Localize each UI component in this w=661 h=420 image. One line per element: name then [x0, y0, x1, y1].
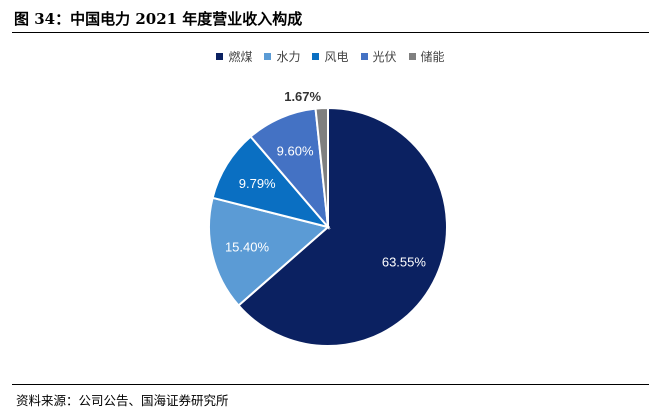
pie-slice-label: 9.79%	[239, 176, 276, 191]
pie-slice-label: 1.67%	[284, 89, 321, 104]
legend-label: 风电	[324, 50, 349, 64]
legend-swatch	[264, 53, 272, 60]
legend-item: 光伏	[360, 48, 397, 65]
legend-label: 水力	[276, 50, 301, 64]
pie-slice-5	[314, 106, 329, 228]
title-rule	[12, 32, 649, 33]
legend-swatch	[312, 53, 320, 60]
legend-swatch	[216, 53, 224, 60]
legend-label: 燃煤	[228, 50, 253, 64]
legend-item: 燃煤	[216, 48, 252, 65]
legend-label: 光伏	[372, 50, 397, 64]
legend-swatch	[360, 53, 368, 60]
legend-item: 水力	[264, 48, 300, 65]
pie-slice-label: 9.60%	[277, 144, 314, 159]
legend-item: 风电	[312, 48, 349, 65]
legend-item: 储能	[408, 48, 445, 65]
pie-slice-label: 15.40%	[225, 240, 270, 255]
figure-title: 图 34：中国电力 2021 年度营业收入构成	[14, 10, 303, 28]
figure-source: 资料来源：公司公告、国海证券研究所	[16, 393, 229, 408]
pie-slice-2	[208, 196, 331, 307]
chart-legend: 燃煤 水力 风电 光伏 储能	[0, 48, 661, 65]
source-rule	[12, 384, 649, 385]
pie-slice-3	[211, 135, 331, 229]
pie-slice-label: 63.55%	[382, 254, 427, 269]
legend-swatch	[408, 53, 416, 60]
pie-slice-1	[237, 106, 448, 347]
legend-label: 储能	[420, 50, 445, 64]
